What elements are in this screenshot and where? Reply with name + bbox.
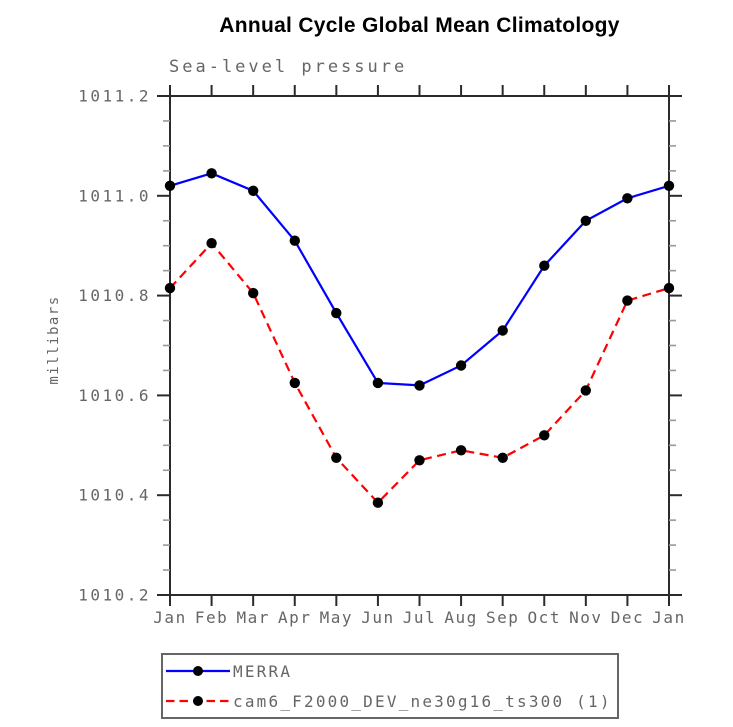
data-point-marker [663,180,675,191]
x-tick-label: Nov [569,608,602,627]
plot-frame [169,95,670,596]
chart-subtitle: Sea-level pressure [169,57,408,77]
data-point-marker [289,235,300,246]
x-tick-label: Feb [195,608,228,627]
y-tick-label: 1011.2 [78,87,151,106]
legend-row: cam6_F2000_DEV_ne30g16_ts300 (1) [165,686,617,716]
plot-area: 1010.2 1010.4 1010.6 1010.8 1011.0 1011.2 Jan F… [78,85,685,627]
data-point-marker [622,193,633,204]
x-tick-label: Dec [611,608,644,627]
data-point-marker [164,180,176,191]
legend-line-sample [166,666,230,676]
data-point-marker [248,185,259,196]
data-point-marker [331,452,342,463]
data-point-marker [164,282,176,294]
x-tick-label: Oct [528,608,561,627]
x-tick-label: Jul [403,608,436,627]
data-point-marker [206,238,217,249]
data-point-marker [206,168,217,179]
legend-label: cam6_F2000_DEV_ne30g16_ts300 (1) [233,691,612,711]
x-tick-label: May [320,608,353,627]
legend-row: MERRA [165,656,617,686]
data-point-marker [414,455,425,466]
data-point-marker [372,497,384,508]
x-tick-label: Mar [236,608,269,627]
data-point-marker [372,377,384,389]
data-point-marker [289,377,300,389]
x-tick-label: Aug [444,608,477,627]
y-tick-label: 1010.2 [78,586,151,605]
data-point-marker [580,385,591,396]
data-point-marker [331,307,342,319]
y-tick-label: 1010.6 [78,386,151,405]
data-point-marker [622,295,633,306]
x-tick-label: Jan [153,608,186,627]
data-point-marker [539,430,550,441]
legend-label: MERRA [233,661,293,681]
legend-line-sample [166,696,230,706]
chart-title: Annual Cycle Global Mean Climatology [219,14,620,37]
series-line-0 [169,172,670,387]
data-point-marker [580,215,591,226]
data-point-marker [248,287,259,299]
x-tick-label: Apr [278,608,311,627]
x-tick-label: Sep [486,608,519,627]
legend-marker-icon [193,666,203,676]
y-tick-label: 1010.8 [78,286,151,305]
data-point-marker [497,452,508,463]
x-tick-label: Jun [361,608,394,627]
data-point-marker [455,445,467,456]
y-tick-label: 1010.4 [78,486,151,505]
legend: MERRA cam6_F2000_DEV_ne30g16_ts300 (1) [161,653,619,719]
legend-marker-icon [193,696,203,706]
y-tick-label: 1011.0 [78,186,151,205]
data-point-marker [414,380,425,391]
data-point-marker [455,360,467,371]
data-point-marker [663,282,675,294]
data-point-marker [497,325,508,336]
x-tick-label: Jan [652,608,685,627]
data-point-marker [539,260,550,271]
